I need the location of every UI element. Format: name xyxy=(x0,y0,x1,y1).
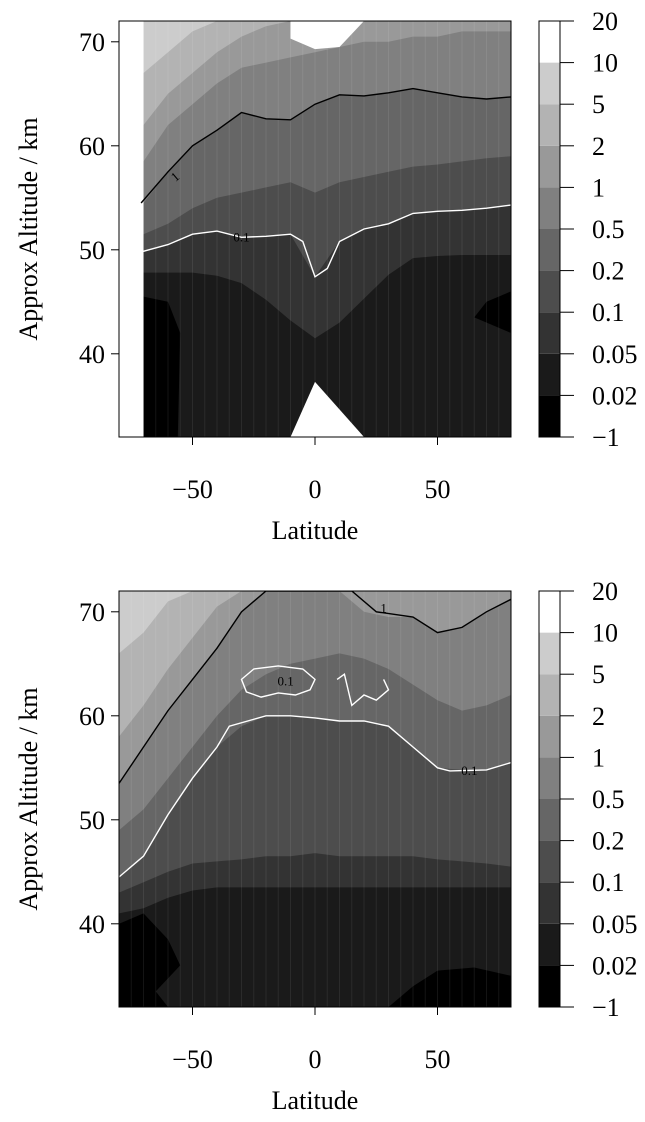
contour-band xyxy=(119,21,511,125)
colorbar-segment xyxy=(539,104,560,146)
contour-line xyxy=(240,665,316,698)
colorbar-tick-label: 0.1 xyxy=(592,298,625,327)
no-data-region xyxy=(290,21,364,50)
colorbar-segment xyxy=(539,270,560,313)
y-tick-label: 50 xyxy=(79,806,105,835)
y-axis-label: Approx Altitude / km xyxy=(14,687,43,910)
colorbar-tick-label: 5 xyxy=(592,90,605,119)
contour-line xyxy=(140,204,511,278)
colorbar-segment xyxy=(539,674,560,716)
colorbar-tick-label: 5 xyxy=(592,660,605,689)
colorbar-segment xyxy=(539,923,560,966)
lowest-level-region xyxy=(119,913,181,1007)
colorbar-segment xyxy=(539,353,560,396)
contour-field: 10.1 xyxy=(119,21,511,437)
x-tick-label: 0 xyxy=(309,1045,322,1074)
no-data-region xyxy=(290,381,364,437)
no-data-region xyxy=(119,21,144,437)
contour-band xyxy=(119,591,511,784)
colorbar-segment xyxy=(539,145,560,188)
colorbar-tick-label: 20 xyxy=(592,7,618,36)
colorbar-tick-label: 10 xyxy=(592,49,618,78)
lowest-level-region xyxy=(388,967,511,1007)
colorbar-tick-label: 0.1 xyxy=(592,868,625,897)
x-tick-label: 0 xyxy=(309,475,322,504)
colorbar-tick-label: 0.05 xyxy=(592,340,638,369)
colorbar-tick-label: 0.02 xyxy=(592,381,638,410)
contour-band xyxy=(119,21,511,162)
colorbar-segment xyxy=(539,757,560,799)
colorbar-tick-label: 0.05 xyxy=(592,910,638,939)
lowest-level-region xyxy=(474,291,511,333)
colorbar-tick-label: −1 xyxy=(592,993,620,1022)
contour-label: 1 xyxy=(380,601,387,616)
colorbar-tick-label: −1 xyxy=(592,423,620,452)
y-tick-label: 60 xyxy=(79,132,105,161)
colorbar-segment xyxy=(539,229,560,271)
y-tick-label: 40 xyxy=(79,910,105,939)
colorbar-segment xyxy=(539,591,560,633)
bottom-contour-plot: 1 0.1 0.1 40 50 60 70 −50 0 50 Latitude Approx Alti… xyxy=(14,577,638,1115)
contour-band xyxy=(119,21,511,73)
x-tick-label: 50 xyxy=(425,475,451,504)
colorbar-tick-label: 20 xyxy=(592,577,618,606)
contour-band xyxy=(119,591,511,831)
x-tick-label: 50 xyxy=(425,1045,451,1074)
contour-line xyxy=(140,87,511,204)
colorbar-segment xyxy=(539,312,560,354)
contour-label: 0.1 xyxy=(233,229,249,244)
colorbar-tick-label: 0.02 xyxy=(592,951,638,980)
y-tick-label: 50 xyxy=(79,236,105,265)
colorbar-segment xyxy=(539,882,560,924)
lowest-level-region xyxy=(143,296,181,437)
colorbar-tick-label: 2 xyxy=(592,132,605,161)
x-axis-label: Latitude xyxy=(272,516,359,545)
colorbar-tick-label: 10 xyxy=(592,619,618,648)
contour-field: 1 0.1 0.1 xyxy=(119,591,511,1007)
colorbar-tick-label: 0.2 xyxy=(592,257,625,286)
y-tick-label: 60 xyxy=(79,702,105,731)
colorbar-tick-label: 1 xyxy=(592,743,605,772)
colorbar-tick-label: 0.2 xyxy=(592,827,625,856)
colorbar-segment xyxy=(539,715,560,758)
contour-label: 0.1 xyxy=(461,763,477,778)
contour-band xyxy=(119,591,511,654)
x-tick-label: −50 xyxy=(172,475,213,504)
colorbar-tick-label: 2 xyxy=(592,702,605,731)
x-tick-label: −50 xyxy=(172,1045,213,1074)
colorbar-segment xyxy=(539,62,560,105)
colorbar-tick-label: 0.5 xyxy=(592,215,625,244)
contour-line xyxy=(119,591,511,784)
x-axis-label: Latitude xyxy=(272,1086,359,1115)
colorbar-segment xyxy=(539,395,560,437)
colorbar-segment xyxy=(539,187,560,229)
colorbar-segment xyxy=(539,965,560,1007)
contour-line xyxy=(119,715,511,878)
y-axis-label: Approx Altitude / km xyxy=(14,117,43,340)
colorbar-segment xyxy=(539,21,560,63)
colorbar-segment xyxy=(539,840,560,883)
y-tick-label: 40 xyxy=(79,340,105,369)
colorbar-tick-label: 0.5 xyxy=(592,785,625,814)
colorbar-segment xyxy=(539,799,560,841)
y-tick-label: 70 xyxy=(79,598,105,627)
colorbar-tick-label: 1 xyxy=(592,173,605,202)
colorbar-segment xyxy=(539,632,560,675)
contour-line xyxy=(336,673,390,707)
contour-label: 0.1 xyxy=(277,673,293,688)
y-tick-label: 70 xyxy=(79,28,105,57)
